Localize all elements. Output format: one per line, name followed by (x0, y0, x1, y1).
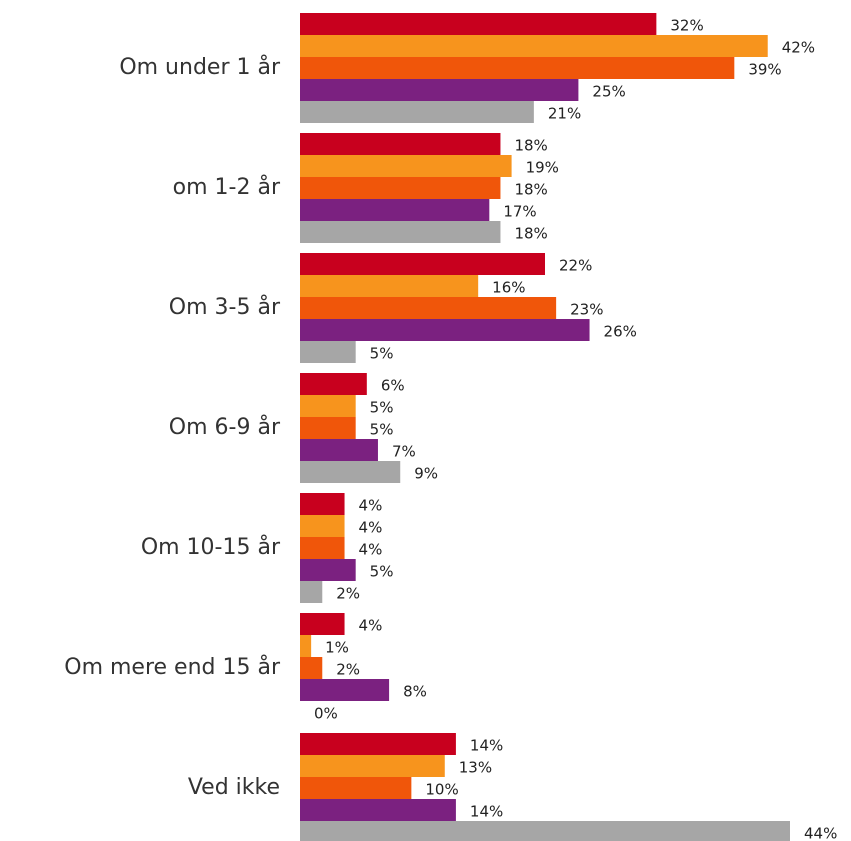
value-label: 5% (370, 399, 394, 417)
bar (300, 253, 545, 275)
value-label: 18% (514, 181, 547, 199)
bar (300, 733, 456, 755)
value-label: 21% (548, 105, 581, 123)
bar (300, 461, 401, 483)
bar (300, 755, 445, 777)
value-label: 5% (370, 421, 394, 439)
bar (300, 581, 323, 603)
value-label: 4% (359, 541, 383, 559)
value-label: 2% (336, 661, 360, 679)
bar (300, 275, 479, 297)
bar (300, 177, 501, 199)
bar (300, 297, 557, 319)
bar (300, 821, 790, 841)
value-label: 5% (370, 563, 394, 581)
value-label: 4% (359, 519, 383, 537)
value-label: 16% (492, 279, 525, 297)
value-label: 13% (459, 759, 492, 777)
value-label: 42% (782, 39, 815, 57)
bar (300, 515, 345, 537)
bar (300, 133, 501, 155)
bar (300, 35, 768, 57)
bar (300, 13, 657, 35)
bar (300, 79, 579, 101)
bar (300, 373, 367, 395)
bar (300, 777, 412, 799)
category-label: Om under 1 år (119, 54, 281, 80)
category-label: om 1-2 år (173, 174, 281, 200)
value-label: 5% (370, 345, 394, 363)
bar (300, 537, 345, 559)
category-label: Om 6-9 år (169, 414, 281, 440)
value-label: 14% (470, 803, 503, 821)
value-label: 39% (748, 61, 781, 79)
bar (300, 613, 345, 635)
bar (300, 635, 312, 657)
bar (300, 439, 378, 461)
bar (300, 679, 390, 701)
bar (300, 101, 534, 123)
bar (300, 657, 323, 679)
value-label: 26% (604, 323, 637, 341)
bar (300, 395, 356, 417)
value-label: 0% (314, 705, 338, 723)
bar (300, 493, 345, 515)
value-label: 18% (514, 225, 547, 243)
value-label: 22% (559, 257, 592, 275)
value-label: 7% (392, 443, 416, 461)
bar (300, 199, 490, 221)
bar (300, 341, 356, 363)
value-label: 4% (359, 497, 383, 515)
value-label: 8% (403, 683, 427, 701)
category-label: Om 3-5 år (169, 294, 281, 320)
bar (300, 221, 501, 243)
value-label: 2% (336, 585, 360, 603)
value-label: 6% (381, 377, 405, 395)
value-label: 10% (425, 781, 458, 799)
category-label: Om mere end 15 år (64, 654, 281, 680)
bar (300, 319, 590, 341)
value-label: 19% (526, 159, 559, 177)
value-label: 4% (359, 617, 383, 635)
value-label: 18% (514, 137, 547, 155)
category-label: Om 10-15 år (141, 534, 281, 560)
value-label: 25% (592, 83, 625, 101)
value-label: 32% (670, 17, 703, 35)
bar (300, 57, 735, 79)
value-label: 1% (325, 639, 349, 657)
value-label: 14% (470, 737, 503, 755)
bar (300, 559, 356, 581)
category-label: Ved ikke (188, 775, 280, 800)
value-label: 44% (804, 825, 837, 841)
value-label: 23% (570, 301, 603, 319)
value-label: 9% (414, 465, 438, 483)
bar (300, 155, 512, 177)
value-label: 17% (503, 203, 536, 221)
bar (300, 417, 356, 439)
bar (300, 799, 456, 821)
